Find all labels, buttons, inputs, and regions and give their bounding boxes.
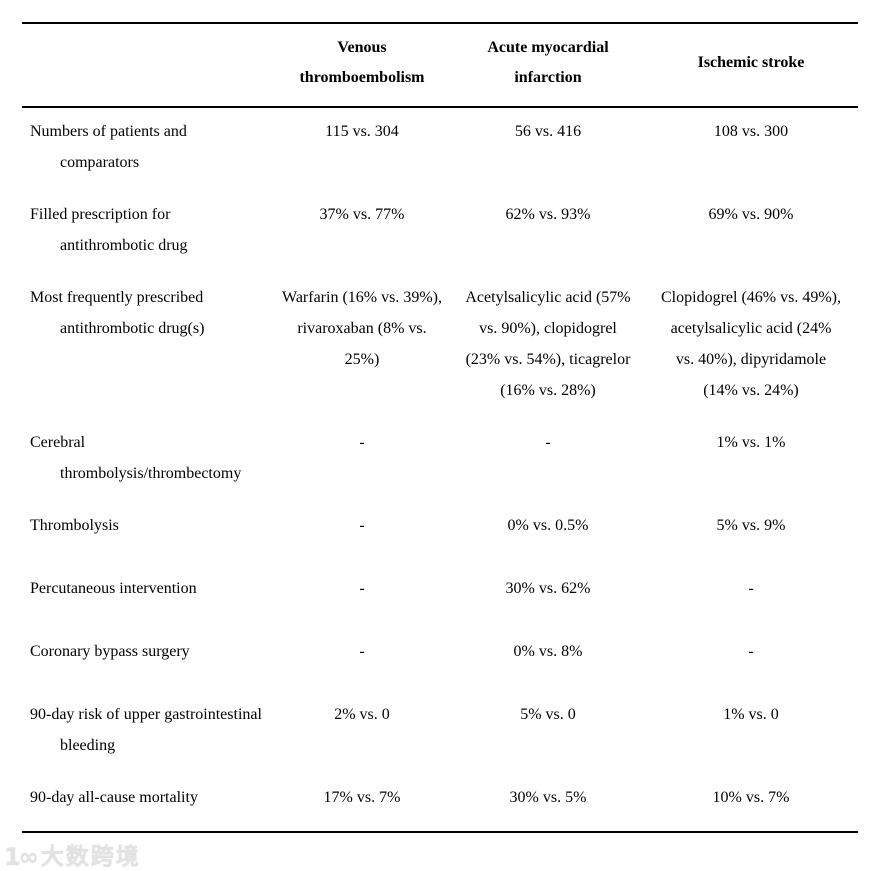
stroke-value: 5% vs. 9% <box>716 517 786 534</box>
vte-value: - <box>359 643 365 660</box>
header-cell-acute-myocardial-infarction: Acute myocardial infarction <box>452 23 644 108</box>
table-row: 90-day all-cause mortality 17% vs. 7% 30… <box>22 782 858 832</box>
vte-value: 37% vs. 77% <box>319 206 405 223</box>
watermark-text: 大数跨境 <box>40 843 141 870</box>
ami-value: 62% vs. 93% <box>505 206 591 223</box>
row-label: 90-day risk of upper gastrointestinal bl… <box>30 706 262 754</box>
stroke-value: - <box>748 643 754 660</box>
stroke-value: Clopidogrel (46% vs. 49%), acetylsalicyl… <box>661 289 841 399</box>
vte-value: 115 vs. 304 <box>325 123 399 140</box>
ami-value: 56 vs. 416 <box>514 123 582 140</box>
row-label: Thrombolysis <box>30 517 119 534</box>
watermark-logo-icon: 1∞ <box>4 843 39 871</box>
vte-value: Warfarin (16% vs. 39%), rivaroxaban (8% … <box>282 289 442 368</box>
table-row: Coronary bypass surgery - 0% vs. 8% - <box>22 636 858 699</box>
row-label: Cerebral thrombolysis/thrombectomy <box>30 434 242 482</box>
header-cell-empty <box>22 23 272 108</box>
row-label: Percutaneous intervention <box>30 580 197 597</box>
table-row: Most frequently prescribed antithromboti… <box>22 282 858 427</box>
header-row: Venous thromboembolism Acute myocardial … <box>22 23 858 108</box>
vte-value: 2% vs. 0 <box>334 706 390 723</box>
vte-value: - <box>359 434 365 451</box>
stroke-value: 108 vs. 300 <box>713 123 789 140</box>
table-row: Cerebral thrombolysis/thrombectomy - - 1… <box>22 427 858 510</box>
stroke-value: 10% vs. 7% <box>712 789 790 806</box>
ami-value: - <box>545 434 551 451</box>
table-row: Numbers of patients and comparators 115 … <box>22 107 858 199</box>
vte-value: 17% vs. 7% <box>323 789 401 806</box>
table-row: Percutaneous intervention - 30% vs. 62% … <box>22 573 858 636</box>
table-body: Numbers of patients and comparators 115 … <box>22 107 858 832</box>
row-label: Numbers of patients and comparators <box>30 123 187 171</box>
stroke-value: 1% vs. 0 <box>723 706 779 723</box>
header-cell-venous-thromboembolism: Venous thromboembolism <box>272 23 452 108</box>
stroke-value: 69% vs. 90% <box>708 206 794 223</box>
header-cell-ischemic-stroke: Ischemic stroke <box>644 23 858 108</box>
table-row: Filled prescription for antithrombotic d… <box>22 199 858 282</box>
stroke-value: - <box>748 580 754 597</box>
stroke-value: 1% vs. 1% <box>716 434 786 451</box>
row-label: Most frequently prescribed antithromboti… <box>30 289 205 337</box>
table-header: Venous thromboembolism Acute myocardial … <box>22 23 858 108</box>
vte-value: - <box>359 517 365 534</box>
row-label: Filled prescription for antithrombotic d… <box>30 206 188 254</box>
row-label: 90-day all-cause mortality <box>30 789 198 806</box>
ami-value: 0% vs. 8% <box>513 643 583 660</box>
ami-value: Acetylsalicylic acid (57% vs. 90%), clop… <box>465 289 631 399</box>
ami-value: 5% vs. 0 <box>520 706 576 723</box>
table-row: 90-day risk of upper gastrointestinal bl… <box>22 699 858 782</box>
table-row: Thrombolysis - 0% vs. 0.5% 5% vs. 9% <box>22 510 858 573</box>
ami-value: 0% vs. 0.5% <box>507 517 589 534</box>
watermark: 1∞ 大数跨境 <box>4 845 141 869</box>
ami-value: 30% vs. 62% <box>505 580 591 597</box>
outcomes-comparison-table: Venous thromboembolism Acute myocardial … <box>22 22 858 833</box>
row-label: Coronary bypass surgery <box>30 643 190 660</box>
ami-value: 30% vs. 5% <box>509 789 587 806</box>
vte-value: - <box>359 580 365 597</box>
